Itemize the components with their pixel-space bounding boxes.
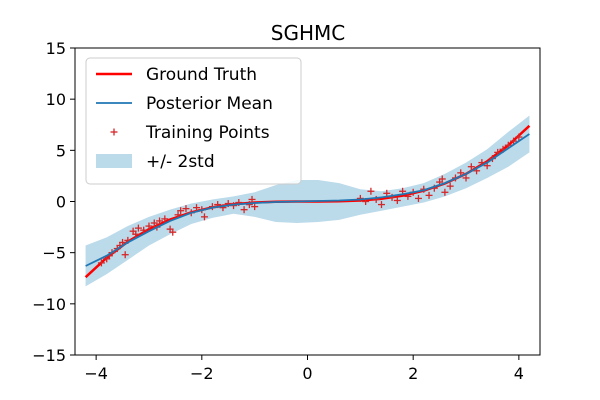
training-point [134,224,142,232]
training-point [145,222,153,230]
training-point [150,219,158,227]
training-point [251,203,259,211]
training-point [97,259,105,267]
training-point [156,217,164,225]
training-point [248,195,256,203]
training-point [161,215,169,223]
training-point [193,204,201,212]
legend-swatch [110,128,118,136]
training-point [457,169,465,177]
training-point [441,188,449,196]
training-point [367,187,375,195]
training-point [121,251,129,259]
y-tick-label: −15 [32,346,66,365]
legend-box [85,57,302,185]
y-tick-label: 15 [46,39,66,58]
x-tick-label: 2 [408,364,418,383]
training-point [140,226,148,234]
legend-swatch [96,154,132,168]
x-tick-label: −2 [190,364,214,383]
training-point [446,182,454,190]
training-point [169,228,177,236]
legend: Ground Truth Posterior Mean Training Point… [85,57,302,185]
training-point [438,175,446,183]
legend-item: +/- 2std [96,152,215,172]
training-point [467,163,475,171]
training-point [245,201,253,209]
axes: −4 −2 0 2 4 −15 −10 −5 0 5 10 15 [32,39,541,383]
y-tick-label: −5 [42,244,66,263]
x-tick-label: 0 [302,364,312,383]
training-point [383,189,391,197]
y-tick-label: 5 [56,141,66,160]
plot-area [84,115,531,287]
training-point [425,191,433,199]
legend-label: Training Points [145,123,270,143]
legend-label: +/- 2std [146,152,215,172]
y-tick-label: −10 [32,295,66,314]
training-point [515,133,523,141]
x-tick-label: −4 [84,364,108,383]
x-tick-label: 4 [514,364,524,383]
posterior-mean-line [85,133,530,267]
legend-item: Posterior Mean [96,94,273,114]
training-point [240,206,248,214]
training-point [377,201,385,209]
training-point [510,137,518,145]
training-point [462,174,470,182]
y-tick-label: 10 [46,90,66,109]
training-point [177,207,185,215]
training-point [200,213,208,221]
legend-item: Ground Truth [96,65,257,85]
chart-title: SGHMC [271,21,345,45]
training-point [414,194,422,202]
legend-label: Ground Truth [146,65,257,85]
training-point [393,196,401,204]
legend-item: Training Points [110,123,270,143]
training-point [182,205,190,213]
y-tick-label: 0 [56,193,66,212]
training-point [132,230,140,238]
legend-label: Posterior Mean [146,94,273,114]
